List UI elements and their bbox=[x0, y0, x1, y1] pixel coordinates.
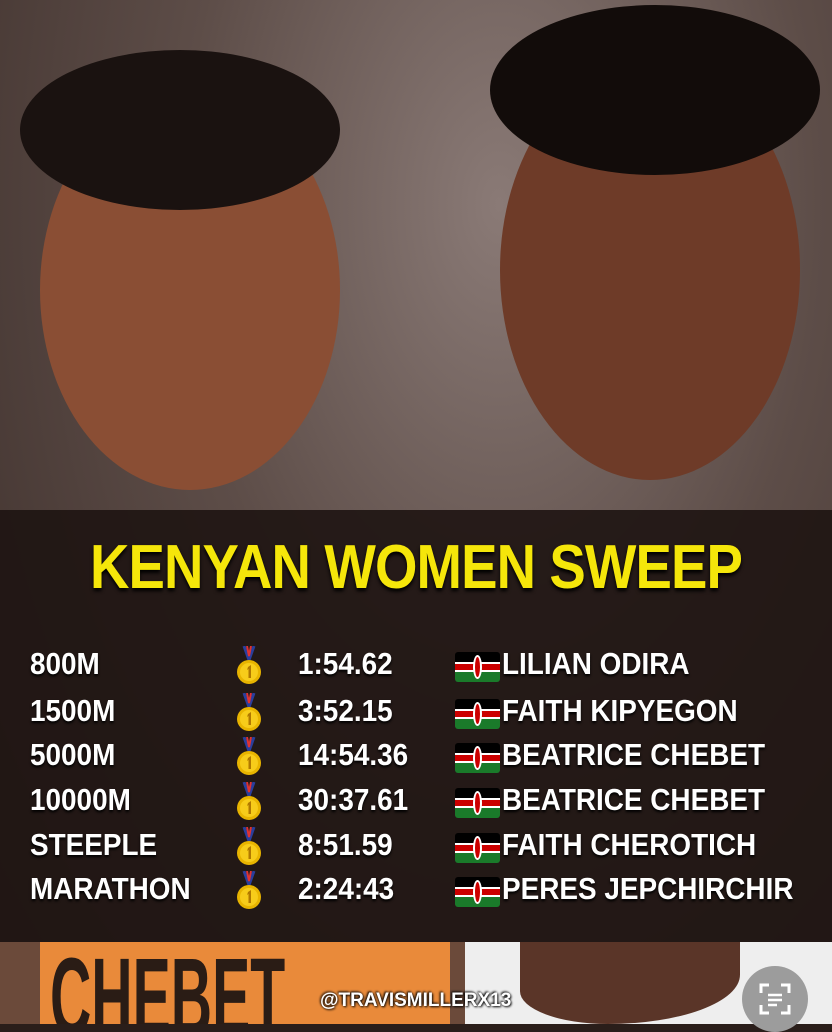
headline: KENYAN WOMEN SWEEP bbox=[89, 533, 743, 602]
gold-medal-icon bbox=[237, 827, 261, 865]
event-name: STEEPLE bbox=[30, 827, 158, 862]
gold-medal-icon bbox=[237, 737, 261, 775]
event-name: MARATHON bbox=[30, 871, 191, 906]
winning-time: 14:54.36 bbox=[298, 737, 409, 772]
event-name: 800M bbox=[30, 646, 100, 681]
event-name: 1500M bbox=[30, 693, 116, 728]
result-row: 800M 1:54.62 LILIAN ODIRA bbox=[0, 646, 832, 690]
scan-icon bbox=[759, 983, 791, 1015]
result-row: 5000M 14:54.36 BEATRICE CHEBET bbox=[0, 737, 832, 781]
athlete-name: LILIAN ODIRA bbox=[502, 646, 690, 681]
winning-time: 8:51.59 bbox=[298, 827, 393, 862]
event-name: 5000M bbox=[30, 737, 116, 772]
gold-medal-icon bbox=[237, 871, 261, 909]
gold-medal-icon bbox=[237, 693, 261, 731]
athlete-right-hair bbox=[490, 5, 820, 175]
result-row: STEEPLE 8:51.59 FAITH CHEROTICH bbox=[0, 827, 832, 871]
winning-time: 2:24:43 bbox=[298, 871, 395, 906]
result-row: MARATHON 2:24:43 PERES JEPCHIRCHIR bbox=[0, 871, 832, 915]
athlete-name: BEATRICE CHEBET bbox=[502, 782, 765, 817]
bib-text: CHEBET bbox=[50, 942, 286, 1024]
athlete-name: FAITH CHEROTICH bbox=[502, 827, 757, 862]
athlete-name: FAITH KIPYEGON bbox=[502, 693, 738, 728]
gold-medal-icon bbox=[237, 646, 261, 684]
winning-time: 3:52.15 bbox=[298, 693, 393, 728]
gold-medal-icon bbox=[237, 782, 261, 820]
kenya-flag-icon bbox=[455, 833, 500, 863]
athlete-left-hair bbox=[20, 50, 340, 210]
race-bib: CHEBET bbox=[40, 942, 450, 1024]
scan-text-button[interactable] bbox=[742, 966, 808, 1032]
kenya-flag-icon bbox=[455, 652, 500, 682]
result-row: 10000M 30:37.61 BEATRICE CHEBET bbox=[0, 782, 832, 826]
kenya-flag-icon bbox=[455, 877, 500, 907]
winning-time: 1:54.62 bbox=[298, 646, 393, 681]
kenya-flag-icon bbox=[455, 788, 500, 818]
results-panel bbox=[0, 510, 832, 942]
kenya-flag-icon bbox=[455, 699, 500, 729]
winning-time: 30:37.61 bbox=[298, 782, 409, 817]
kenya-flag-icon bbox=[455, 743, 500, 773]
watermark: @TRAVISMILLERX13 bbox=[320, 990, 512, 1011]
athlete-name: PERES JEPCHIRCHIR bbox=[502, 871, 794, 906]
athlete-name: BEATRICE CHEBET bbox=[502, 737, 765, 772]
event-name: 10000M bbox=[30, 782, 131, 817]
result-row: 1500M 3:52.15 FAITH KIPYEGON bbox=[0, 693, 832, 737]
